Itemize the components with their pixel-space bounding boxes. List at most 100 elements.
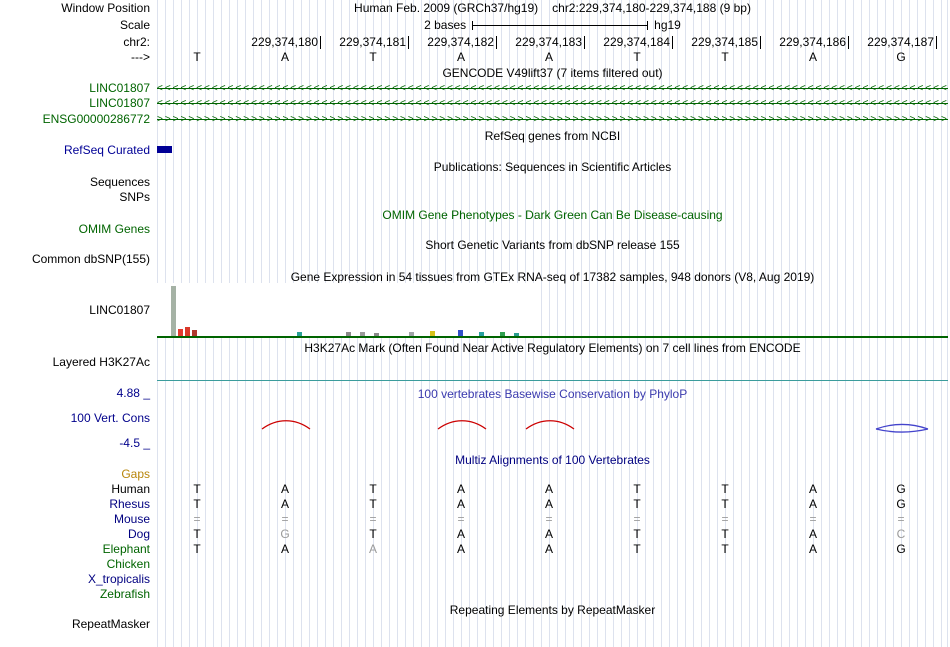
gtex-tissue-bar <box>409 332 414 336</box>
refseq-curated-item[interactable] <box>157 146 172 153</box>
track-label-layered-h3k27ac[interactable]: Layered H3K27Ac <box>52 355 150 369</box>
aligned-base: T <box>193 542 201 556</box>
coordinate-label: 229,374,183 <box>489 36 585 49</box>
aligned-base: G <box>280 527 290 541</box>
aligned-base: A <box>280 482 289 496</box>
gene-item-linc01807-2[interactable]: <<<<<<<<<<<<<<<<<<<<<<<<<<<<<<<<<<<<<<<<… <box>157 96 948 111</box>
repeatmasker-title: Repeating Elements by RepeatMasker <box>449 603 656 617</box>
species-label-x_tropicalis[interactable]: X_tropicalis <box>87 572 150 586</box>
aligned-base: G <box>896 542 906 556</box>
window-position-label: Window Position <box>61 1 150 15</box>
aligned-base: A <box>808 482 817 496</box>
alignment-row-zebrafish[interactable] <box>157 587 948 602</box>
track-label-common-dbsnp[interactable]: Common dbSNP(155) <box>31 252 150 266</box>
conservation-curve <box>875 423 929 430</box>
aligned-base: = <box>281 512 289 526</box>
gtex-tissue-bar <box>479 332 484 336</box>
aligned-base: T <box>193 497 201 511</box>
gtex-title: Gene Expression in 54 tissues from GTEx … <box>290 270 815 284</box>
aligned-base: A <box>808 527 817 541</box>
reference-base: T <box>721 50 729 64</box>
aligned-base: T <box>369 527 377 541</box>
coordinate-label: 229,374,186 <box>753 36 849 49</box>
track-label-refseq-curated[interactable]: RefSeq Curated <box>63 143 150 157</box>
scale-label: Scale <box>119 18 150 32</box>
gtex-tissue-bar <box>514 333 519 336</box>
aligned-base: A <box>808 497 817 511</box>
species-label-dog[interactable]: Dog <box>127 527 150 541</box>
species-label-rhesus[interactable]: Rhesus <box>109 497 150 511</box>
track-label-snps[interactable]: SNPs <box>119 190 150 204</box>
track-label-omim-genes[interactable]: OMIM Genes <box>78 222 150 236</box>
alignment-gaps-label[interactable]: Gaps <box>121 467 150 481</box>
reference-base: T <box>369 50 377 64</box>
conservation-curve <box>525 420 575 430</box>
reference-base: A <box>544 50 553 64</box>
track-label-linc01807-2[interactable]: LINC01807 <box>89 96 150 110</box>
aligned-base: T <box>369 482 377 496</box>
gtex-tissue-bar <box>171 286 176 336</box>
aligned-base: T <box>721 527 729 541</box>
alignment-row-mouse[interactable]: = = = = = = = = = <box>157 512 948 527</box>
track-label-linc01807-1[interactable]: LINC01807 <box>89 81 150 95</box>
aligned-base: A <box>280 497 289 511</box>
track-display-area[interactable]: Human Feb. 2009 (GRCh37/hg19) chr2:229,3… <box>157 0 948 647</box>
gencode-title: GENCODE V49lift37 (7 items filtered out) <box>442 66 663 80</box>
species-label-chicken[interactable]: Chicken <box>106 557 150 571</box>
track-label-gtex-gene[interactable]: LINC01807 <box>89 303 150 317</box>
coordinate-label: 229,374,184 <box>577 36 673 49</box>
position-text: chr2:229,374,180-229,374,188 (9 bp) <box>552 1 751 15</box>
alignment-row-chicken[interactable] <box>157 557 948 572</box>
alignment-row-x_tropicalis[interactable] <box>157 572 948 587</box>
track-label-ensg00000286772[interactable]: ENSG00000286772 <box>42 112 150 126</box>
aligned-base: = <box>193 512 201 526</box>
aligned-base: T <box>193 482 201 496</box>
aligned-base: = <box>897 512 905 526</box>
conservation-curves[interactable] <box>157 412 948 442</box>
scale-value: 2 bases <box>424 18 467 32</box>
aligned-base: A <box>544 527 553 541</box>
gtex-plot-background[interactable] <box>157 283 535 337</box>
gtex-tissue-bar <box>430 331 435 336</box>
track-label-sequences[interactable]: Sequences <box>89 175 150 189</box>
species-label-elephant[interactable]: Elephant <box>102 542 150 556</box>
gtex-tissue-bar <box>178 329 183 336</box>
aligned-base: T <box>633 482 641 496</box>
assembly-text: Human Feb. 2009 (GRCh37/hg19) <box>354 1 539 15</box>
chrom-label: chr2: <box>123 35 150 49</box>
conservation-curve <box>875 428 929 433</box>
aligned-base: T <box>633 497 641 511</box>
species-label-human[interactable]: Human <box>111 482 150 496</box>
aligned-base: A <box>544 497 553 511</box>
multiz-title: Multiz Alignments of 100 Vertebrates <box>455 453 650 467</box>
strand-label: ---> <box>131 50 150 64</box>
gtex-gene-model-line[interactable] <box>157 336 948 338</box>
gtex-bars[interactable] <box>157 283 948 337</box>
track-label-repeatmasker[interactable]: RepeatMasker <box>71 617 150 631</box>
aligned-base: T <box>369 497 377 511</box>
aligned-base: A <box>544 542 553 556</box>
aligned-base: = <box>721 512 729 526</box>
aligned-base: A <box>808 542 817 556</box>
coordinate-label: 229,374,180 <box>225 36 321 49</box>
species-label-zebrafish[interactable]: Zebrafish <box>99 587 150 601</box>
aligned-base: A <box>456 542 465 556</box>
reference-base: A <box>456 50 465 64</box>
aligned-base: A <box>368 542 377 556</box>
gene-item-linc01807-1[interactable]: <<<<<<<<<<<<<<<<<<<<<<<<<<<<<<<<<<<<<<<<… <box>157 81 948 96</box>
coordinate-label: 229,374,187 <box>841 36 937 49</box>
species-label-mouse[interactable]: Mouse <box>113 512 150 526</box>
aligned-base: A <box>456 482 465 496</box>
gene-item-ensg00000286772[interactable]: >>>>>>>>>>>>>>>>>>>>>>>>>>>>>>>>>>>>>>>>… <box>157 112 948 127</box>
aligned-base: T <box>633 542 641 556</box>
aligned-base: = <box>809 512 817 526</box>
track-label-column: Window Position Scale chr2: ---> LINC018… <box>0 0 152 647</box>
track-label-100-vert-cons[interactable]: 100 Vert. Cons <box>70 411 150 425</box>
publications-title: Publications: Sequences in Scientific Ar… <box>433 160 672 174</box>
